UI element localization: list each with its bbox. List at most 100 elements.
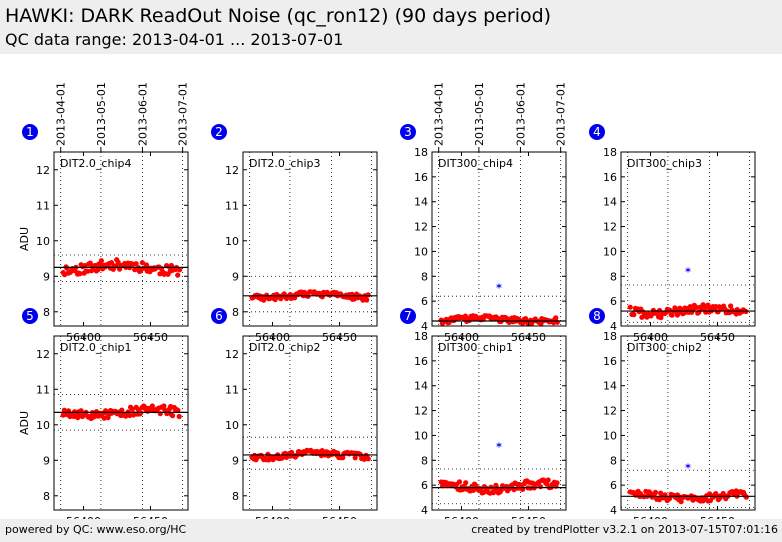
chart-panel-5: 5891011125640056450DIT2.0_chip1ADUMJD_OB… xyxy=(18,308,189,519)
y-tick-label: 12 xyxy=(603,221,617,234)
data-point xyxy=(95,267,101,273)
y-tick-label: 16 xyxy=(414,171,428,184)
page-title: HAWKI: DARK ReadOut Noise (qc_ron12) (90… xyxy=(5,5,552,27)
y-tick-label: 11 xyxy=(225,199,239,212)
panel-label: DIT2.0_chip3 xyxy=(249,157,320,170)
panel-label: DIT300_chip1 xyxy=(438,341,513,354)
y-tick-label: 12 xyxy=(225,164,239,177)
y-tick-label: 6 xyxy=(421,295,428,308)
y-tick-label: 9 xyxy=(43,454,50,467)
y-tick-label: 9 xyxy=(232,270,239,283)
data-point xyxy=(64,265,70,271)
chart-panel-3: 3 2013-04-01 2013-05-01 2013-06-01 2013-07-0… xyxy=(400,82,568,344)
data-point xyxy=(511,487,517,493)
date-tick-label: 2013-06-01 xyxy=(136,82,149,146)
panel-badge xyxy=(22,124,38,140)
chart-panel-6: 6891011125640056450DIT2.0_chip2MJD_OBS xyxy=(211,308,378,519)
y-axis-label: ADU xyxy=(18,227,31,251)
x-tick-label: 56400 xyxy=(66,515,101,519)
y-tick-label: 8 xyxy=(421,270,428,283)
panel-badge-number: 7 xyxy=(404,309,412,323)
y-tick-label: 10 xyxy=(36,235,50,248)
y-tick-label: 10 xyxy=(414,429,428,442)
outlier-marker: * xyxy=(496,281,502,294)
data-point xyxy=(340,455,346,461)
data-point xyxy=(149,403,155,409)
panel-badge xyxy=(211,308,227,324)
data-point xyxy=(161,403,167,409)
data-series xyxy=(60,257,183,278)
y-tick-label: 4 xyxy=(421,504,428,517)
y-tick-label: 8 xyxy=(232,490,239,503)
y-tick-label: 9 xyxy=(43,270,50,283)
plot-frame xyxy=(53,335,189,511)
data-point xyxy=(352,455,358,461)
y-tick-label: 9 xyxy=(232,454,239,467)
date-tick-label: 2013-05-01 xyxy=(95,82,108,146)
data-point xyxy=(101,415,107,421)
y-tick-label: 18 xyxy=(414,330,428,343)
panel-label: DIT300_chip3 xyxy=(627,157,702,170)
plot-frame xyxy=(431,151,567,327)
panel-badge-number: 4 xyxy=(593,125,601,139)
panel-badge xyxy=(400,308,416,324)
data-point xyxy=(357,451,363,457)
data-point xyxy=(364,297,370,303)
data-point xyxy=(693,304,700,310)
panel-badge-number: 5 xyxy=(26,309,34,323)
plot-frame xyxy=(242,335,378,511)
panel-badge-number: 2 xyxy=(215,125,223,139)
data-point xyxy=(365,292,371,298)
data-point xyxy=(545,477,551,483)
data-point xyxy=(175,272,181,278)
data-point xyxy=(627,304,633,310)
y-tick-label: 8 xyxy=(610,270,617,283)
y-tick-label: 8 xyxy=(232,306,239,319)
date-tick-label: 2013-05-01 xyxy=(473,82,486,146)
y-tick-label: 6 xyxy=(421,479,428,492)
x-tick-label: 56450 xyxy=(133,515,168,519)
data-point xyxy=(554,480,560,486)
y-tick-label: 11 xyxy=(225,383,239,396)
y-tick-label: 18 xyxy=(603,146,617,159)
y-tick-label: 8 xyxy=(43,490,50,503)
data-point xyxy=(687,304,693,310)
date-tick-label: 2013-06-01 xyxy=(514,82,527,146)
data-point xyxy=(77,271,83,277)
date-tick-label: 2013-07-01 xyxy=(555,82,568,146)
y-tick-label: 11 xyxy=(36,383,50,396)
data-point xyxy=(669,312,675,318)
plot-frame xyxy=(53,151,189,327)
y-tick-label: 8 xyxy=(421,454,428,467)
panel-label: DIT300_chip2 xyxy=(627,341,702,354)
y-tick-label: 6 xyxy=(610,479,617,492)
y-tick-label: 4 xyxy=(610,320,617,333)
data-point xyxy=(119,407,125,413)
data-point xyxy=(365,456,371,462)
x-tick-label: 56400 xyxy=(255,515,290,519)
panel-badge xyxy=(211,124,227,140)
date-tick-label: 2013-04-01 xyxy=(55,82,68,146)
y-tick-label: 12 xyxy=(603,405,617,418)
y-tick-label: 10 xyxy=(603,245,617,258)
y-tick-label: 12 xyxy=(414,405,428,418)
y-tick-label: 14 xyxy=(603,380,617,393)
data-point xyxy=(631,312,637,318)
chart-grid: 1 2013-04-01 2013-05-01 2013-06-01 2013-07-0… xyxy=(18,82,756,519)
panel-badge-number: 3 xyxy=(404,125,412,139)
y-tick-label: 12 xyxy=(414,221,428,234)
y-tick-label: 10 xyxy=(603,429,617,442)
y-tick-label: 14 xyxy=(414,380,428,393)
panel-badge xyxy=(22,308,38,324)
data-point xyxy=(678,499,684,505)
y-tick-label: 12 xyxy=(225,348,239,361)
data-point xyxy=(139,260,145,266)
plot-frame xyxy=(242,151,378,327)
y-tick-label: 12 xyxy=(36,348,50,361)
data-point xyxy=(538,484,544,490)
data-point xyxy=(743,494,749,500)
data-series xyxy=(438,313,560,327)
chart-panel-7: 7*46810121416185640056450DIT300_chip1MJD… xyxy=(400,308,567,519)
data-series xyxy=(627,488,749,505)
y-tick-label: 12 xyxy=(36,164,50,177)
